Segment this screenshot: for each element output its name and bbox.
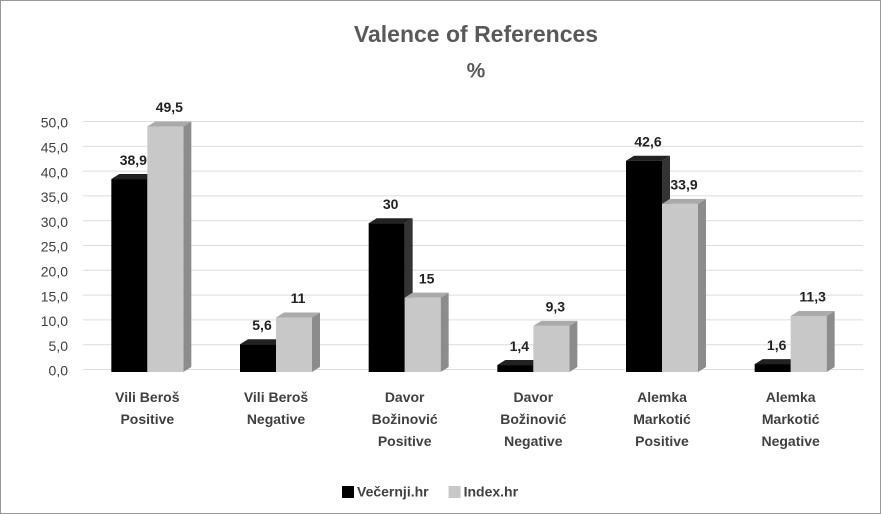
value-label: 38,9 bbox=[120, 152, 147, 168]
x-tick-line: Vili Beroš bbox=[115, 389, 180, 405]
value-label: 1,4 bbox=[510, 338, 530, 354]
bar-front bbox=[147, 126, 184, 372]
y-tick-label: 50,0 bbox=[41, 115, 68, 131]
bar-top bbox=[368, 218, 413, 224]
x-tick-line: Negative bbox=[247, 411, 306, 427]
bar-top bbox=[790, 310, 835, 316]
x-tick-label: Vili Beroš Negative bbox=[244, 389, 309, 427]
x-tick-line: Positive bbox=[635, 433, 689, 449]
bar bbox=[662, 198, 706, 372]
x-tick-label: Alemka Markotić Positive bbox=[633, 389, 691, 449]
bar-front bbox=[533, 325, 570, 372]
bar-front bbox=[368, 223, 405, 372]
y-tick-label: 10,0 bbox=[41, 313, 68, 329]
bar-side bbox=[569, 320, 578, 372]
bar-side bbox=[440, 292, 449, 372]
value-label: 42,6 bbox=[634, 133, 661, 149]
y-tick-label: 45,0 bbox=[41, 140, 68, 156]
x-tick-label: Davor Božinović Positive bbox=[372, 389, 438, 449]
bar-top bbox=[240, 339, 284, 345]
value-label: 30 bbox=[383, 196, 399, 212]
y-tick-label: 5,0 bbox=[49, 338, 69, 354]
x-tick-line: Negative bbox=[504, 433, 563, 449]
bar-front bbox=[790, 315, 827, 372]
x-tick-line: Božinović bbox=[500, 411, 566, 427]
bar-front bbox=[754, 364, 791, 372]
x-tick-line: Alemka bbox=[637, 389, 687, 405]
bar-top bbox=[404, 292, 449, 298]
value-label: 49,5 bbox=[156, 99, 183, 115]
x-tick-line: Positive bbox=[120, 411, 174, 427]
x-tick-line: Negative bbox=[761, 433, 820, 449]
legend-label: Index.hr bbox=[464, 484, 519, 500]
bar-front bbox=[276, 317, 312, 372]
y-tick-label: 25,0 bbox=[41, 239, 68, 255]
value-label: 11,3 bbox=[799, 289, 826, 305]
bar-front bbox=[626, 160, 662, 372]
bar bbox=[276, 312, 320, 372]
bar-side bbox=[312, 312, 320, 372]
bar bbox=[533, 320, 578, 372]
bar bbox=[404, 292, 449, 372]
y-tick-label: 0,0 bbox=[49, 363, 69, 379]
x-tick-line: Markotić bbox=[762, 411, 820, 427]
legend-swatch bbox=[448, 486, 461, 498]
x-tick-line: Markotić bbox=[633, 411, 691, 427]
bar-top bbox=[533, 320, 578, 326]
bar-side bbox=[698, 198, 706, 372]
legend-label: Večernji.hr bbox=[357, 484, 429, 500]
y-tick-label: 30,0 bbox=[41, 214, 68, 230]
bar-top bbox=[662, 198, 706, 204]
legend-swatch bbox=[342, 486, 354, 498]
bar-top bbox=[754, 359, 799, 365]
value-label: 5,6 bbox=[252, 317, 272, 333]
y-tick-label: 40,0 bbox=[41, 164, 68, 180]
bar-top bbox=[111, 174, 156, 180]
chart-title: Valence of References bbox=[354, 21, 598, 47]
x-tick-line: Božinović bbox=[372, 411, 438, 427]
bar bbox=[147, 121, 192, 372]
value-label: 15 bbox=[419, 270, 435, 286]
bar-front bbox=[111, 179, 148, 372]
y-tick-label: 15,0 bbox=[41, 288, 68, 304]
bar-front bbox=[497, 365, 534, 372]
bar-top bbox=[497, 360, 542, 366]
bar-top bbox=[147, 121, 192, 127]
chart-subtitle: % bbox=[467, 60, 486, 83]
bar-side bbox=[183, 121, 192, 372]
x-tick-line: Positive bbox=[378, 433, 432, 449]
x-tick-line: Alemka bbox=[766, 389, 816, 405]
y-tick-label: 20,0 bbox=[41, 264, 68, 280]
bar-front bbox=[240, 344, 276, 372]
value-label: 33,9 bbox=[670, 177, 697, 193]
value-label: 11 bbox=[291, 290, 306, 306]
x-tick-label: Alemka Markotić Negative bbox=[761, 389, 820, 449]
value-label: 1,6 bbox=[767, 337, 787, 353]
value-label: 9,3 bbox=[546, 299, 566, 315]
bar-top bbox=[626, 155, 670, 161]
x-tick-line: Davor bbox=[513, 389, 553, 405]
bar-top bbox=[276, 312, 320, 318]
x-tick-line: Vili Beroš bbox=[244, 389, 309, 405]
bar-front bbox=[662, 203, 698, 372]
bar-front bbox=[404, 297, 441, 372]
bar-side bbox=[826, 310, 835, 372]
x-tick-label: Davor Božinović Negative bbox=[500, 389, 566, 449]
y-tick-label: 35,0 bbox=[41, 189, 68, 205]
x-tick-label: Vili Beroš Positive bbox=[115, 389, 180, 427]
bar bbox=[790, 310, 835, 372]
x-tick-line: Davor bbox=[385, 389, 425, 405]
